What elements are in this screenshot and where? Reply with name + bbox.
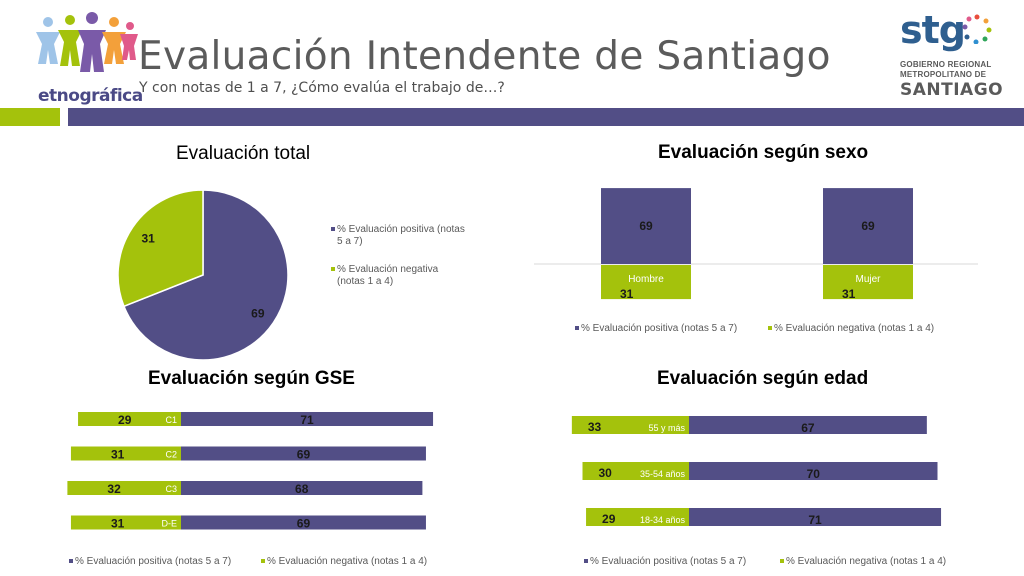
legend-swatch	[584, 559, 588, 563]
bar-positive-mujer	[823, 188, 913, 264]
pie-label-positive: 69	[251, 306, 265, 320]
category-label: Mujer	[855, 274, 881, 285]
data-label-negative: 31	[620, 287, 634, 301]
data-label-positive: 69	[297, 448, 311, 462]
pie-slice-negative	[117, 189, 204, 308]
bar-negative	[67, 481, 181, 495]
bar-chart-sexo: 69 Hombre 31 69 Mujer 31 % Evaluación positiva…	[534, 188, 978, 334]
chart-title-gse: Evaluación según GSE	[148, 368, 355, 389]
header-band-green	[0, 108, 60, 126]
legend-label: % Evaluación positiva (notas 5 a 7)	[590, 556, 746, 567]
chart-title-sexo: Evaluación según sexo	[658, 142, 869, 163]
santiago-line: SANTIAGO	[900, 80, 1004, 100]
data-label-positive: 68	[295, 482, 309, 496]
data-label-positive: 70	[807, 467, 821, 481]
bar-negative	[582, 462, 689, 480]
data-label-negative: 29	[118, 413, 132, 427]
gobierno-line-1: GOBIERNO REGIONAL	[900, 60, 992, 69]
chart-title-edad: Evaluación según edad	[657, 368, 869, 389]
bar-chart-gse: 71 29 C1 69 31 C2 68 32 C3 69 31 D-E % Evaluación po…	[67, 412, 434, 567]
legend-label: % Evaluación positiva (notas 5 a 7)	[581, 323, 737, 334]
legend-label: % Evaluación negativa (notas 1 a 4)	[786, 556, 946, 567]
legend-swatch	[261, 559, 265, 563]
data-label-negative: 31	[842, 287, 856, 301]
category-label: 55 y más	[648, 423, 685, 433]
gobierno-line-2: METROPOLITANO DE	[900, 70, 987, 79]
bar-positive	[181, 515, 426, 530]
dots-ring-icon	[962, 14, 992, 44]
brand-name: etnográfica	[38, 86, 143, 106]
bar-positive-hombre	[601, 188, 691, 264]
bar-positive	[181, 412, 434, 426]
legend-swatch-positive	[331, 227, 335, 231]
data-label-negative: 32	[107, 482, 121, 496]
bar-positive	[181, 481, 423, 495]
legend-swatch	[69, 559, 73, 563]
data-label-positive: 69	[639, 219, 653, 233]
legend-label-negative: (notas 1 a 4)	[337, 276, 393, 287]
legend-label: % Evaluación positiva (notas 5 a 7)	[75, 556, 231, 567]
data-label-positive: 69	[861, 219, 875, 233]
data-label-negative: 30	[599, 466, 613, 480]
people-figures-icon	[36, 12, 138, 72]
legend-swatch	[575, 326, 579, 330]
bar-negative-hombre	[601, 265, 691, 300]
category-label: D-E	[162, 519, 178, 529]
bar-positive	[689, 416, 927, 434]
pie-label-negative: 31	[141, 232, 155, 246]
page-title: Evaluación Intendente de Santiago	[138, 34, 831, 79]
gobierno-regional-logo: stg GOBIERNO REGIONAL METROPOLITANO DE S…	[896, 8, 1003, 100]
category-label: Hombre	[628, 274, 664, 285]
chart-title-total: Evaluación total	[176, 143, 311, 164]
bar-negative	[70, 446, 181, 461]
header-band-purple	[68, 108, 1024, 126]
legend-label-positive: 5 a 7)	[337, 236, 363, 247]
legend-label-positive: % Evaluación positiva (notas	[337, 224, 465, 235]
data-label-positive: 67	[801, 421, 815, 435]
bar-negative	[571, 416, 689, 434]
data-label-negative: 29	[602, 512, 616, 526]
page-subtitle: Y con notas de 1 a 7, ¿Cómo evalúa el tr…	[139, 80, 505, 96]
pie-slice-positive	[122, 189, 289, 360]
legend-swatch	[780, 559, 784, 563]
data-label-negative: 33	[588, 420, 602, 434]
legend-label-negative: % Evaluación negativa	[337, 264, 439, 275]
stg-wordmark: stg	[900, 8, 966, 52]
bar-chart-edad: 67 33 55 y más 70 30 35-54 años 71 29 18-34 años…	[571, 416, 946, 567]
data-label-positive: 69	[297, 517, 311, 531]
bar-positive	[689, 508, 942, 526]
bar-negative	[586, 508, 689, 526]
bar-positive	[181, 446, 426, 461]
data-label-negative: 31	[111, 517, 125, 531]
bar-negative-mujer	[823, 265, 913, 300]
data-label-positive: 71	[808, 513, 822, 527]
bar-negative	[70, 515, 181, 530]
category-label: 18-34 años	[640, 515, 686, 525]
legend-swatch-negative	[331, 267, 335, 271]
bar-negative	[78, 412, 181, 426]
legend-label: % Evaluación negativa (notas 1 a 4)	[774, 323, 934, 334]
data-label-negative: 31	[111, 448, 125, 462]
legend-swatch	[768, 326, 772, 330]
category-label: C1	[165, 415, 177, 425]
category-label: C3	[165, 484, 177, 494]
etnografica-logo: etnográfica	[34, 10, 143, 106]
category-label: C2	[165, 450, 177, 460]
category-label: 35-54 años	[640, 469, 686, 479]
data-label-positive: 71	[300, 413, 314, 427]
bar-positive	[689, 462, 938, 480]
legend-label: % Evaluación negativa (notas 1 a 4)	[267, 556, 427, 567]
